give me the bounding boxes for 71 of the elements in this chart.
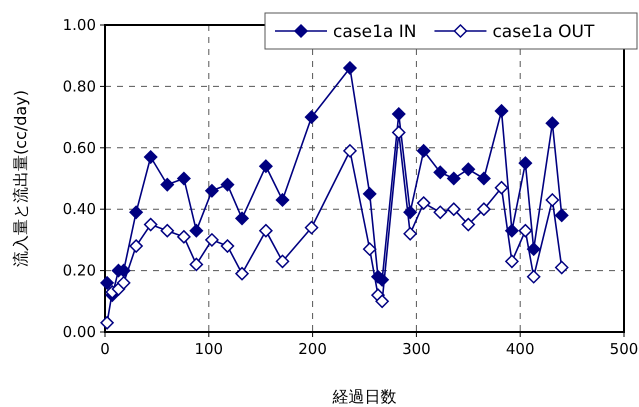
point: [505, 224, 519, 238]
point: [362, 242, 376, 256]
point: [462, 162, 476, 176]
point: [177, 172, 191, 186]
point: [447, 172, 461, 186]
point: [403, 227, 417, 241]
point: [160, 224, 174, 238]
point: [392, 107, 406, 121]
point: [518, 156, 532, 170]
point: [434, 166, 448, 180]
point: [546, 193, 560, 207]
point: [494, 104, 508, 118]
point: [220, 239, 234, 253]
point: [416, 196, 430, 210]
point: [205, 184, 219, 198]
x-tick-label: 500: [610, 340, 638, 358]
point: [190, 224, 204, 238]
y-tick-label: 1.00: [62, 16, 96, 34]
point: [276, 193, 290, 207]
point: [477, 172, 491, 186]
y-tick-label: 0.00: [62, 323, 96, 341]
point: [235, 212, 249, 226]
point: [518, 224, 532, 238]
x-tick-label: 100: [194, 340, 224, 358]
y-axis-title: 流入量と流出量(cc/day): [11, 90, 30, 267]
point: [160, 178, 174, 192]
point: [205, 233, 219, 247]
point: [434, 206, 448, 220]
x-tick-label: 200: [298, 340, 327, 358]
point: [505, 254, 519, 268]
x-tick-label: 400: [506, 340, 535, 358]
point: [190, 258, 204, 272]
point: [235, 266, 249, 280]
point: [494, 180, 508, 194]
point: [220, 178, 234, 192]
point: [304, 220, 318, 234]
point: [526, 242, 540, 256]
point: [554, 260, 568, 274]
point: [526, 270, 540, 284]
y-tick-label: 0.20: [62, 262, 96, 280]
point: [392, 126, 406, 140]
point: [276, 254, 290, 268]
point: [375, 294, 389, 308]
point: [259, 224, 273, 238]
point: [416, 144, 430, 158]
point: [304, 110, 318, 124]
point: [447, 202, 461, 216]
point: [462, 218, 476, 232]
x-axis-title: 経過日数: [332, 387, 396, 406]
point: [546, 116, 560, 130]
legend-label: case1a IN: [333, 22, 416, 42]
x-tick-label: 0: [100, 340, 110, 358]
x-tick-label: 300: [402, 340, 431, 358]
point: [177, 230, 191, 244]
point: [343, 61, 357, 75]
point: [343, 144, 357, 158]
point: [554, 208, 568, 222]
y-tick-label: 0.60: [62, 138, 96, 157]
point: [100, 276, 114, 290]
point: [100, 316, 114, 330]
point: [129, 239, 143, 253]
y-tick-label: 0.80: [62, 77, 96, 96]
point: [477, 202, 491, 216]
point: [116, 276, 130, 290]
y-tick-label: 0.40: [62, 200, 96, 218]
point: [129, 206, 143, 220]
legend-label: case1a OUT: [492, 22, 595, 42]
point: [362, 187, 376, 201]
point: [144, 150, 158, 164]
point: [259, 159, 273, 173]
point: [144, 218, 158, 232]
